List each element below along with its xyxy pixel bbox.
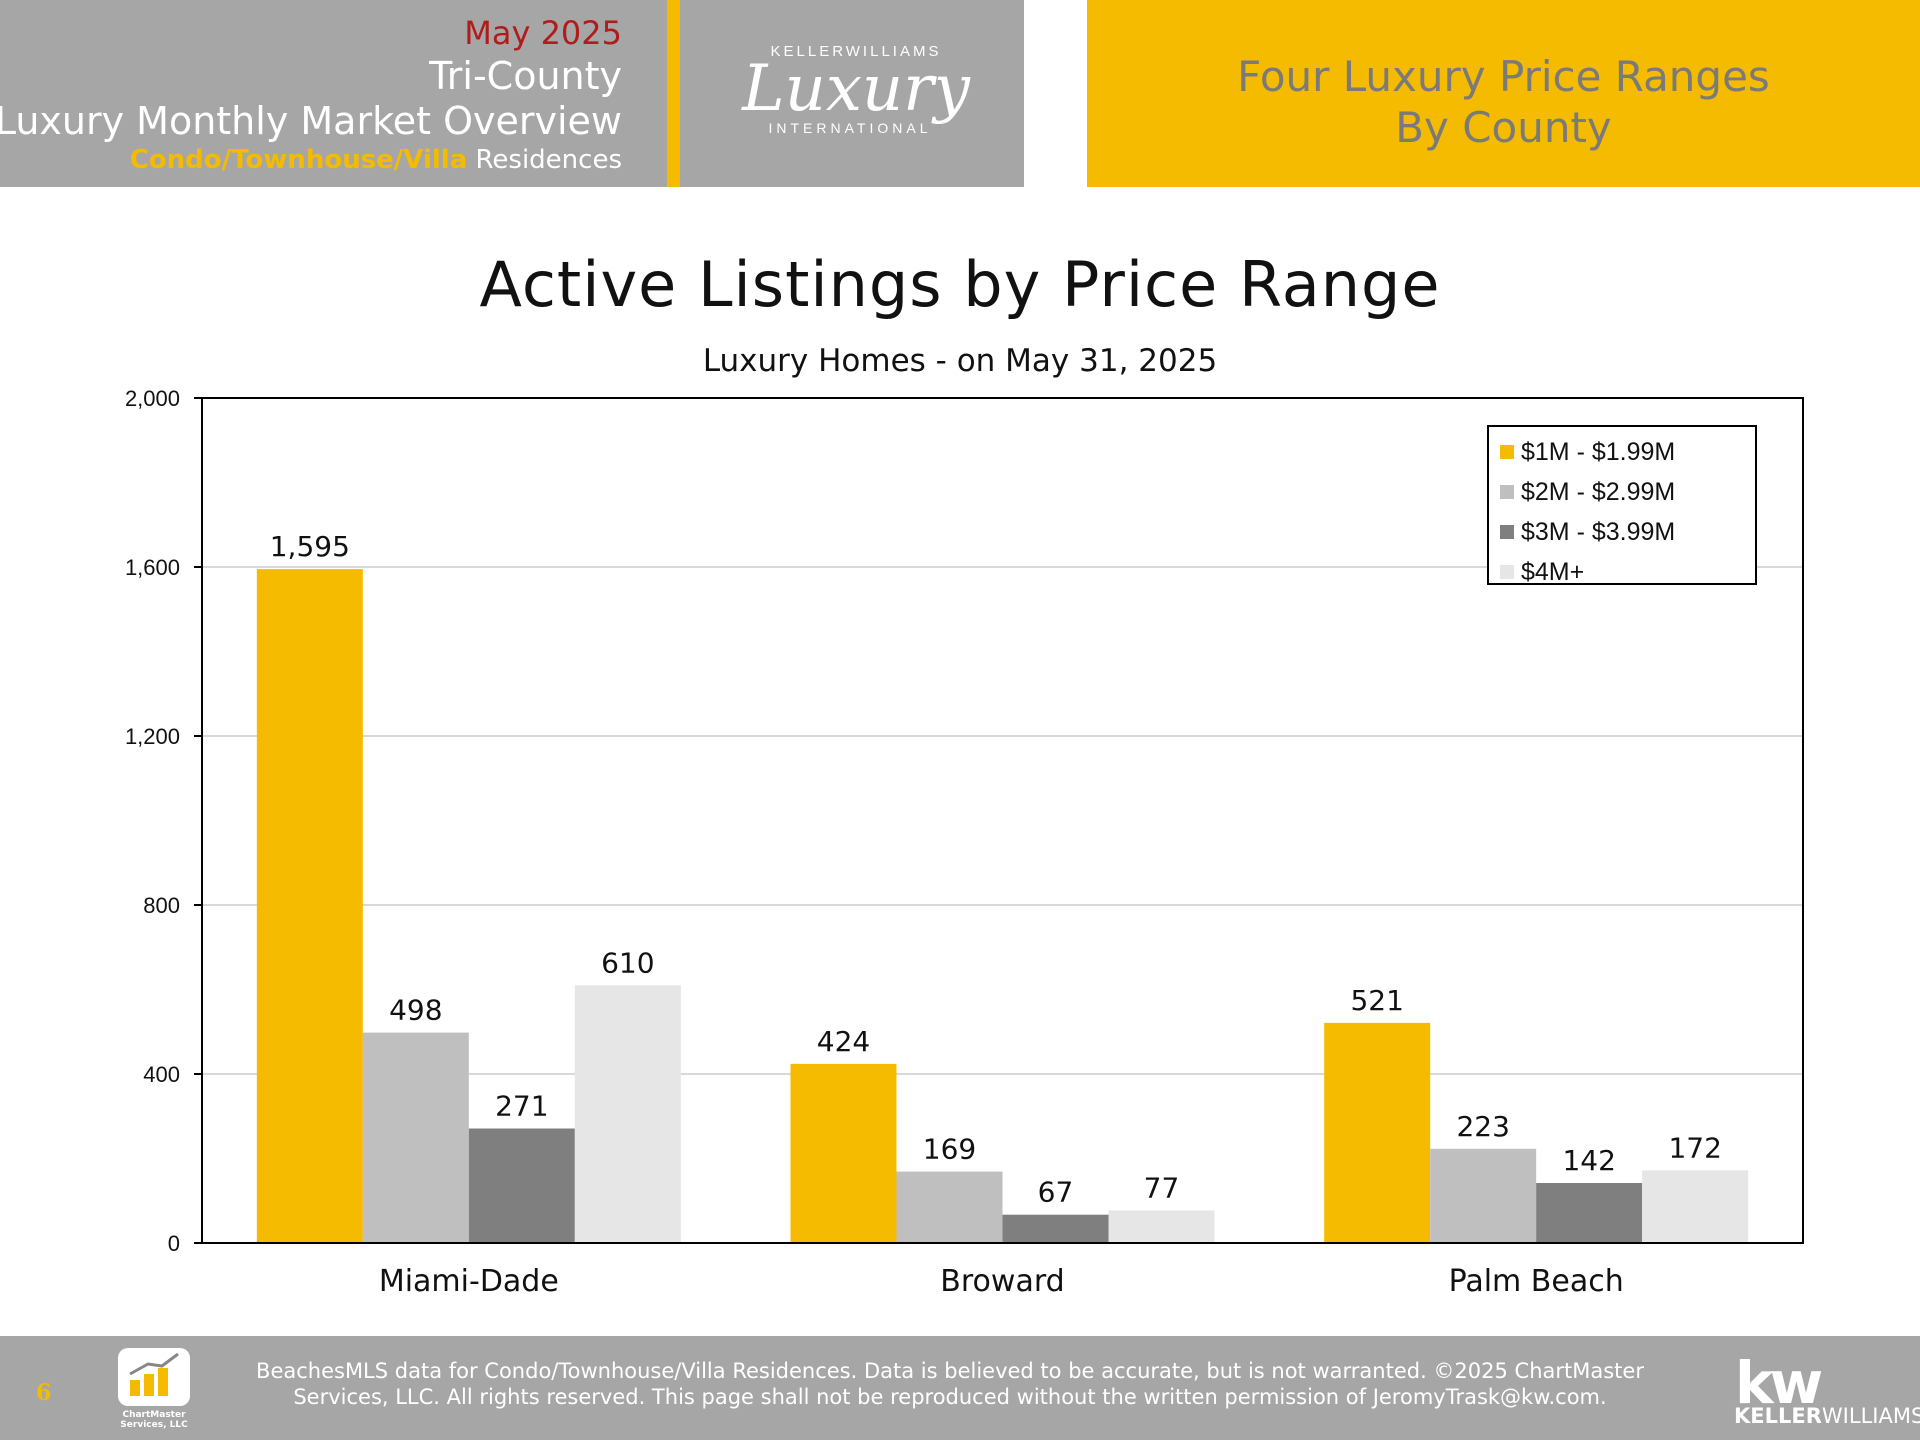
legend-box: [1487, 425, 1757, 585]
report-title: Luxury Monthly Market Overview: [0, 99, 622, 143]
y-tick-label: 1,200: [125, 724, 180, 749]
kw-logo-mark: kw: [1735, 1349, 1823, 1417]
legend-swatch: [1500, 525, 1514, 539]
y-tick-label: 2,000: [125, 386, 180, 411]
data-label: 223: [1456, 1110, 1509, 1143]
property-type: Condo/Townhouse/Villa Residences: [130, 145, 622, 175]
bar: [1642, 1170, 1749, 1243]
bar-chart: 0 400 800 1,200 1,600 2,000 1,595 498 271 610 Miam…: [125, 386, 1804, 1299]
data-label: 169: [923, 1133, 976, 1166]
chart-title: Active Listings by Price Range: [479, 248, 1441, 321]
report-region: Tri-County: [429, 54, 622, 98]
data-label: 142: [1562, 1144, 1615, 1177]
plot-frame: [201, 397, 1804, 1244]
bar: [1002, 1214, 1109, 1243]
footer: 6 ChartMaster Services, LLC BeachesMLS da…: [0, 1336, 1920, 1440]
data-label: 610: [601, 946, 654, 979]
section-title-line1: Four Luxury Price Ranges: [1237, 52, 1770, 101]
property-type-rest: Residences: [467, 145, 623, 175]
data-label: 271: [495, 1090, 548, 1123]
legend-label: $2M - $2.99M: [1521, 478, 1675, 506]
legend-label: $4M+: [1521, 558, 1584, 586]
legend-swatch: [1500, 445, 1514, 459]
report-month: May 2025: [464, 14, 622, 52]
header-panel: May 2025 Tri-County Luxury Monthly Marke…: [0, 0, 667, 187]
bar: [468, 1128, 575, 1243]
logo-script-text: Luxury: [741, 52, 971, 126]
chartmaster-label: ChartMaster Services, LLC: [110, 1410, 198, 1430]
property-type-highlight: Condo/Townhouse/Villa: [129, 145, 468, 175]
logo-top-text: KELLERWILLIAMS: [771, 43, 942, 60]
data-label: 521: [1350, 984, 1403, 1017]
bar: [574, 985, 681, 1243]
y-tick-label: 800: [143, 893, 180, 918]
kw-logo-name-bold: KELLER: [1734, 1404, 1822, 1428]
chart-subtitle: Luxury Homes - on May 31, 2025: [702, 343, 1218, 379]
kw-luxury-logo: KELLERWILLIAMS Luxury INTERNATIONAL: [680, 0, 1024, 187]
page-number: 6: [36, 1380, 52, 1406]
bar: [1430, 1148, 1537, 1243]
bar: [1324, 1022, 1431, 1243]
data-label: 424: [817, 1025, 870, 1058]
data-label: 498: [389, 994, 442, 1027]
kw-luxury-logo-graphic: KELLERWILLIAMS Luxury INTERNATIONAL: [741, 43, 971, 136]
y-tick-label: 0: [168, 1231, 180, 1256]
disclaimer-line1: BeachesMLS data for Condo/Townhouse/Vill…: [256, 1359, 1644, 1383]
kw-logo-name-rest: WILLIAMS.: [1821, 1404, 1920, 1428]
section-banner: Four Luxury Price Ranges By County: [1087, 0, 1920, 187]
legend-label: $1M - $1.99M: [1521, 438, 1675, 466]
bar: [256, 569, 363, 1243]
y-tick-label: 1,600: [125, 555, 180, 580]
chartmaster-bar-icon: [129, 1352, 179, 1396]
x-category-label: Broward: [940, 1264, 1064, 1299]
data-label: 172: [1668, 1131, 1721, 1164]
kw-logo-name: KELLERWILLIAMS.: [1734, 1404, 1920, 1428]
x-category-label: Miami-Dade: [379, 1264, 559, 1299]
legend-swatch: [1500, 565, 1514, 579]
section-title-line2: By County: [1395, 103, 1612, 152]
chartmaster-label-1: ChartMaster: [122, 1410, 186, 1420]
data-label: 1,595: [270, 530, 350, 563]
bar: [1536, 1183, 1643, 1243]
bar: [362, 1032, 469, 1243]
bar: [790, 1063, 897, 1243]
logo-bottom-text: INTERNATIONAL: [769, 120, 932, 136]
chartmaster-label-2: Services, LLC: [120, 1420, 188, 1430]
y-tick-label: 400: [143, 1062, 180, 1087]
header-divider: [667, 0, 680, 187]
data-label: 77: [1144, 1171, 1180, 1204]
bar: [896, 1171, 1003, 1243]
legend-label: $3M - $3.99M: [1521, 518, 1675, 546]
disclaimer-line2: Services, LLC. All rights reserved. This…: [293, 1385, 1607, 1409]
x-category-label: Palm Beach: [1449, 1264, 1624, 1299]
bar: [1108, 1210, 1215, 1243]
data-label: 67: [1038, 1176, 1074, 1209]
legend-swatch: [1500, 485, 1514, 499]
chartmaster-logo-icon: [118, 1348, 190, 1406]
